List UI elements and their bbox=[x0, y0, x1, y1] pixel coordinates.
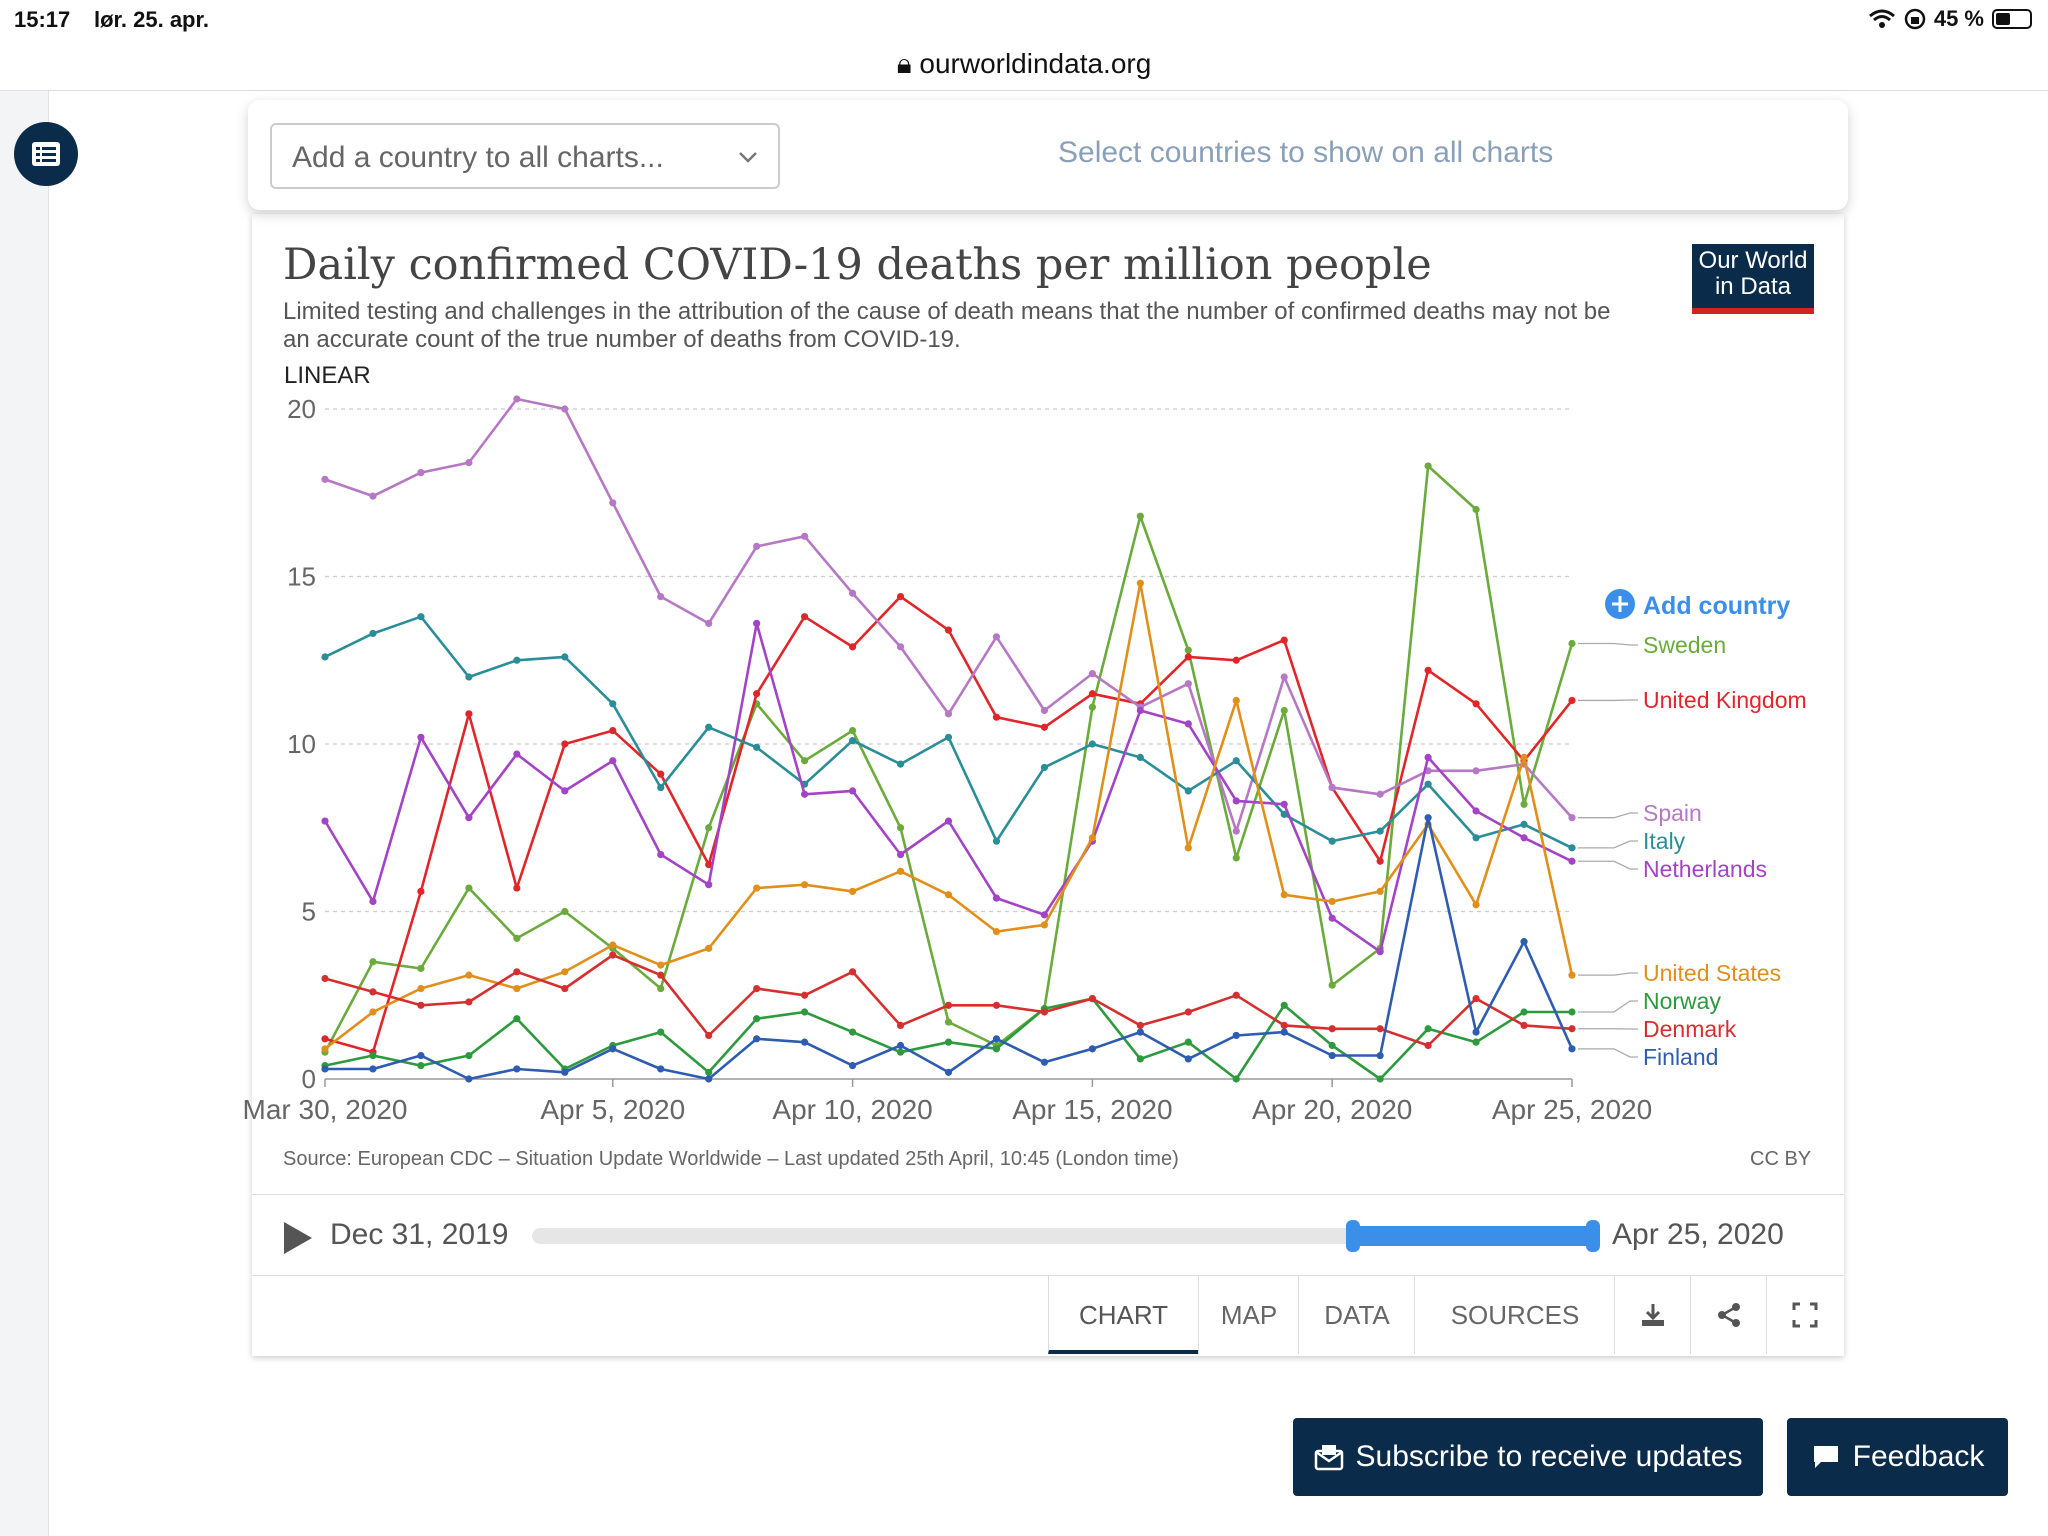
feedback-label: Feedback bbox=[1852, 1440, 1985, 1473]
share-button[interactable] bbox=[1690, 1276, 1767, 1354]
status-date: lør. 25. apr. bbox=[94, 7, 209, 32]
fullscreen-button[interactable] bbox=[1766, 1276, 1843, 1354]
logo-line-1: Our World bbox=[1698, 247, 1808, 274]
country-selector-panel: Add a country to all charts... Select co… bbox=[248, 100, 1848, 210]
share-icon bbox=[1718, 1303, 1740, 1327]
timeline-start-handle[interactable] bbox=[1346, 1220, 1360, 1252]
download-button[interactable] bbox=[1614, 1276, 1691, 1354]
license-link[interactable]: CC BY bbox=[1750, 1148, 1812, 1170]
url-text: ourworldindata.org bbox=[919, 48, 1152, 79]
chart-title: Daily confirmed COVID-19 deaths per mill… bbox=[283, 240, 1432, 290]
newsletter-icon bbox=[1314, 1445, 1343, 1471]
chart-source: Source: European CDC – Situation Update … bbox=[283, 1148, 1179, 1170]
left-rail bbox=[0, 91, 49, 1536]
battery-icon bbox=[1992, 9, 2032, 29]
subscribe-label: Subscribe to receive updates bbox=[1355, 1440, 1743, 1473]
scale-toggle[interactable]: LINEAR bbox=[284, 362, 371, 389]
feedback-button[interactable]: Feedback bbox=[1787, 1418, 2008, 1496]
tab-sources[interactable]: SOURCES bbox=[1414, 1276, 1615, 1354]
add-country-placeholder: Add a country to all charts... bbox=[292, 141, 664, 174]
timeline-start-label: Dec 31, 2019 bbox=[330, 1218, 509, 1251]
timeline-selected-range[interactable] bbox=[1352, 1226, 1594, 1246]
owid-logo[interactable]: Our World in Data bbox=[1692, 244, 1814, 314]
tab-data[interactable]: DATA bbox=[1298, 1276, 1415, 1354]
logo-line-2: in Data bbox=[1714, 273, 1792, 300]
lock-icon: 🔒︎ bbox=[896, 48, 912, 79]
timeline-divider bbox=[252, 1194, 1844, 1195]
battery-percent: 45 % bbox=[1933, 6, 1984, 31]
tab-map[interactable]: MAP bbox=[1198, 1276, 1299, 1354]
timeline-end-handle[interactable] bbox=[1586, 1220, 1600, 1252]
download-icon bbox=[1642, 1304, 1664, 1326]
chart-card bbox=[252, 214, 1844, 1356]
chart-subtitle: Limited testing and challenges in the at… bbox=[283, 298, 1611, 353]
orientation-lock-icon bbox=[1904, 8, 1926, 30]
status-bar: 15:17 lør. 25. apr. 45 % bbox=[0, 0, 2048, 40]
status-time: 15:17 bbox=[14, 7, 71, 32]
url-bar[interactable]: 🔒︎ ourworldindata.org bbox=[0, 40, 2048, 91]
timeline-track[interactable] bbox=[532, 1228, 1594, 1244]
table-of-contents-button[interactable] bbox=[14, 122, 78, 186]
chevron-down-icon bbox=[739, 152, 757, 163]
tabs-divider bbox=[252, 1275, 1844, 1276]
country-hint: Select countries to show on all charts bbox=[1058, 136, 1554, 169]
status-icons: 45 % bbox=[1868, 6, 2032, 32]
tab-chart[interactable]: CHART bbox=[1048, 1276, 1198, 1354]
speech-bubble-icon bbox=[1813, 1446, 1838, 1468]
fullscreen-icon bbox=[1792, 1302, 1818, 1328]
play-icon[interactable] bbox=[284, 1222, 312, 1254]
subscribe-button[interactable]: Subscribe to receive updates bbox=[1293, 1418, 1763, 1496]
add-country-select[interactable]: Add a country to all charts... bbox=[270, 123, 780, 189]
wifi-icon bbox=[1868, 9, 1895, 28]
timeline-end-label: Apr 25, 2020 bbox=[1612, 1218, 1784, 1251]
list-icon bbox=[32, 142, 60, 166]
